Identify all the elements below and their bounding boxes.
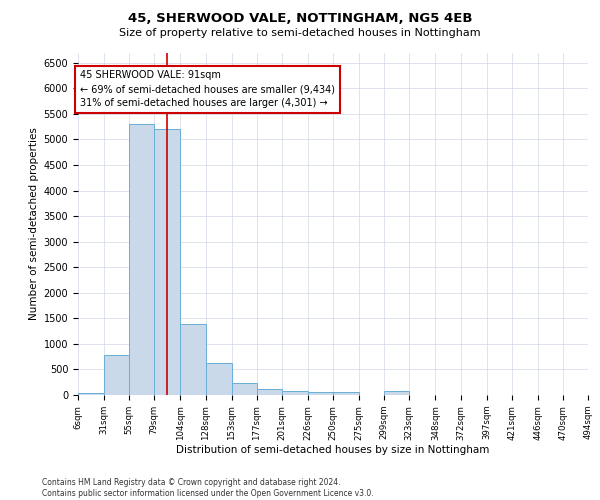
Bar: [154, 129, 181, 395]
X-axis label: Distribution of semi-detached houses by size in Nottingham: Distribution of semi-detached houses by …: [176, 445, 490, 455]
Bar: [333, 392, 359, 395]
Y-axis label: Number of semi-detached properties: Number of semi-detached properties: [29, 128, 40, 320]
Text: 45, SHERWOOD VALE, NOTTINGHAM, NG5 4EB: 45, SHERWOOD VALE, NOTTINGHAM, NG5 4EB: [128, 12, 472, 26]
Bar: [78, 394, 104, 395]
Text: Contains HM Land Registry data © Crown copyright and database right 2024.
Contai: Contains HM Land Registry data © Crown c…: [42, 478, 374, 498]
Bar: [104, 354, 129, 395]
Bar: [129, 124, 154, 395]
Bar: [257, 390, 282, 395]
Bar: [181, 324, 205, 395]
Text: Size of property relative to semi-detached houses in Nottingham: Size of property relative to semi-detach…: [119, 28, 481, 38]
Text: 45 SHERWOOD VALE: 91sqm
← 69% of semi-detached houses are smaller (9,434)
31% of: 45 SHERWOOD VALE: 91sqm ← 69% of semi-de…: [80, 70, 335, 108]
Bar: [232, 382, 257, 395]
Bar: [282, 391, 308, 395]
Bar: [205, 363, 232, 395]
Bar: [308, 392, 333, 395]
Bar: [384, 391, 409, 395]
